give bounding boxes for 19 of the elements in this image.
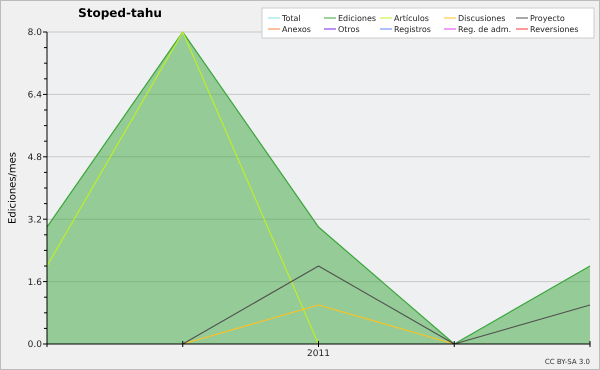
legend-label: Discusiones bbox=[458, 14, 506, 23]
legend-label: Anexos bbox=[282, 24, 311, 34]
y-axis-title: Ediciones/mes bbox=[8, 152, 18, 224]
legend-label: Otros bbox=[338, 24, 360, 34]
x-tick-label: 2011 bbox=[307, 349, 330, 359]
legend-label: Ediciones bbox=[338, 14, 376, 23]
legend-label: Total bbox=[281, 14, 301, 23]
legend-label: Registros bbox=[394, 24, 431, 34]
legend-label: Proyecto bbox=[530, 14, 565, 23]
legend-label: Reversiones bbox=[530, 24, 579, 34]
y-tick-label: 1.6 bbox=[28, 278, 42, 288]
y-tick-label: 6.4 bbox=[28, 90, 42, 101]
y-tick-label: 4.8 bbox=[28, 152, 42, 163]
chart-title: Stoped-tahu bbox=[78, 6, 162, 20]
y-tick-label: 3.2 bbox=[28, 215, 42, 226]
y-tick-label: 8.0 bbox=[28, 28, 42, 38]
y-tick-label: 0.0 bbox=[28, 340, 42, 350]
legend-label: Artículos bbox=[394, 14, 429, 23]
legend-label: Reg. de adm. bbox=[458, 24, 512, 34]
